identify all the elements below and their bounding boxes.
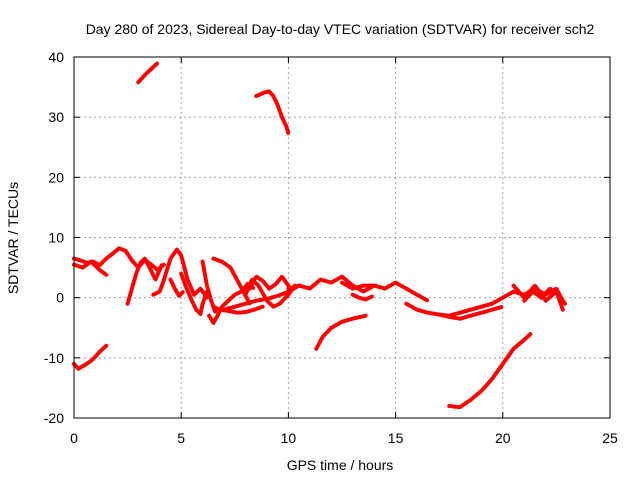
series-trace-13 xyxy=(222,283,302,312)
series-markers xyxy=(404,301,505,321)
series-trace-21 xyxy=(404,301,505,321)
x-tick-label: 20 xyxy=(495,430,511,446)
series-trace-8 xyxy=(179,271,209,316)
series-markers xyxy=(247,274,291,291)
series-markers xyxy=(447,331,533,410)
series-trace-10 xyxy=(207,281,257,325)
series-markers xyxy=(125,256,164,306)
series-markers xyxy=(350,292,374,302)
series-markers xyxy=(340,280,430,303)
series-trace-4 xyxy=(125,256,164,306)
x-tick-label: 25 xyxy=(602,430,618,446)
x-tick-label: 15 xyxy=(388,430,404,446)
series-trace-7 xyxy=(168,277,186,298)
y-tick-label: 20 xyxy=(48,169,64,185)
series-trace-16 xyxy=(254,89,291,136)
series-trace-3 xyxy=(72,259,109,277)
chart-title: Day 280 of 2023, Sidereal Day-to-day VTE… xyxy=(86,21,595,37)
series-markers xyxy=(168,277,186,298)
series-trace-15 xyxy=(247,274,291,291)
x-tick-label: 5 xyxy=(177,430,185,446)
y-tick-label: 10 xyxy=(48,230,64,246)
series-markers xyxy=(200,259,218,315)
y-tick-label: 30 xyxy=(48,109,64,125)
series-trace-11 xyxy=(211,304,265,315)
y-tick-label: -20 xyxy=(44,410,64,426)
series-trace-20 xyxy=(350,292,374,302)
data-series xyxy=(72,61,567,410)
series-markers xyxy=(314,313,368,351)
series-trace-9 xyxy=(200,259,218,315)
x-tick-label: 0 xyxy=(70,430,78,446)
axis-ticks: 0 5 10 15 20 25 -20 -10 0 10 20 30 40 xyxy=(44,49,618,446)
series-trace-18 xyxy=(314,313,368,351)
series-trace-25 xyxy=(522,286,567,306)
series-markers xyxy=(254,89,291,136)
series-trace-23 xyxy=(447,331,533,410)
y-tick-label: 40 xyxy=(48,49,64,65)
series-trace-5 xyxy=(136,61,160,85)
y-axis-label: SDTVAR / TECUs xyxy=(5,182,21,294)
series-markers xyxy=(211,304,265,315)
series-trace-1 xyxy=(72,343,109,371)
series-trace-19 xyxy=(340,280,430,303)
series-trace-17 xyxy=(286,274,377,294)
series-markers xyxy=(522,286,567,306)
y-tick-label: -10 xyxy=(44,350,64,366)
x-tick-label: 10 xyxy=(281,430,297,446)
series-markers xyxy=(72,343,109,371)
series-markers xyxy=(222,283,302,312)
series-markers xyxy=(207,281,257,325)
series-markers xyxy=(179,271,209,316)
y-tick-label: 0 xyxy=(56,290,64,306)
series-markers xyxy=(136,61,160,85)
series-markers xyxy=(286,274,377,294)
series-trace-6 xyxy=(151,247,209,300)
series-markers xyxy=(151,247,209,300)
grid xyxy=(74,57,610,418)
x-axis-label: GPS time / hours xyxy=(287,457,394,473)
series-markers xyxy=(72,259,109,277)
